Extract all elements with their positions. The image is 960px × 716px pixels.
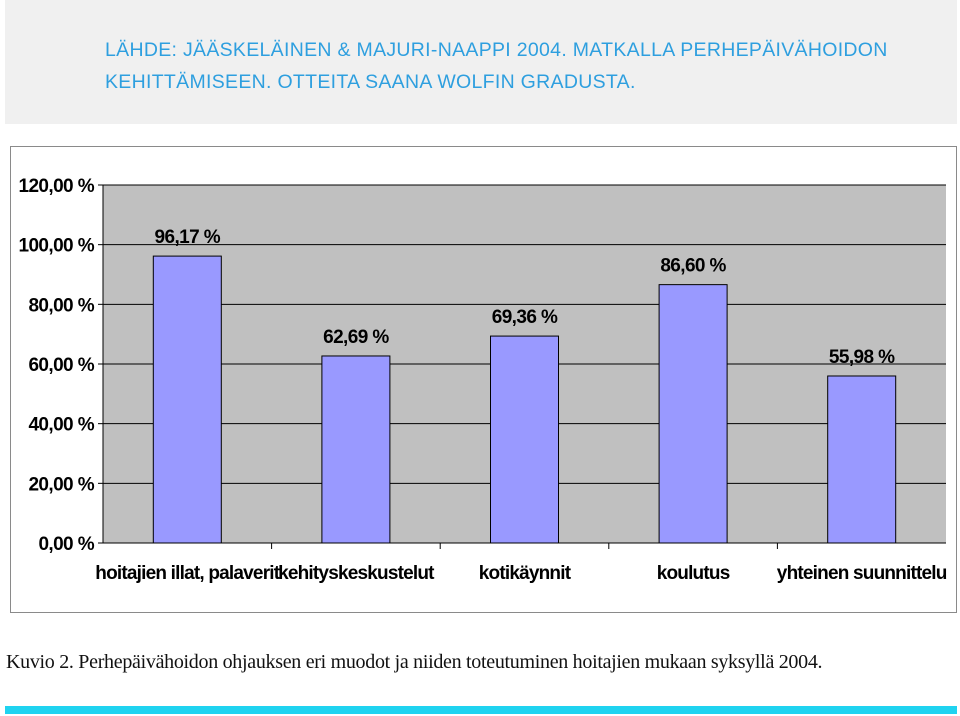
bar-value-label: 86,60 %	[660, 256, 726, 277]
bar	[152, 255, 222, 544]
y-tick-label: 60,00 %	[28, 355, 94, 376]
y-tick-label: 20,00 %	[28, 474, 94, 495]
chart-frame: 0,00 % 20,00 % 40,00 % 60,00 % 80,00 % 100,00…	[10, 146, 957, 613]
y-tick-label: 0,00 %	[38, 534, 94, 555]
source-title: LÄHDE: JÄÄSKELÄINEN & MAJURI-NAAPPI 2004…	[105, 39, 888, 93]
x-category-label: yhteinen suunnittelu	[777, 563, 947, 584]
bottom-accent-bar	[5, 706, 957, 714]
bar	[490, 335, 559, 544]
bar-chart: 0,00 % 20,00 % 40,00 % 60,00 % 80,00 % 100,00…	[19, 176, 948, 584]
x-category-label: koulutus	[657, 563, 730, 584]
bar-value-label: 96,17 %	[155, 227, 221, 248]
bar	[827, 375, 897, 544]
figure-caption: Kuvio 2. Perhepäivähoidon ohjauksen eri …	[6, 651, 823, 673]
bar-value-label: 69,36 %	[492, 307, 558, 328]
bar	[321, 355, 391, 544]
bar-value-label: 55,98 %	[829, 347, 895, 368]
bar	[658, 284, 728, 544]
title-banner: LÄHDE: JÄÄSKELÄINEN & MAJURI-NAAPPI 2004…	[5, 0, 957, 124]
y-tick-label: 80,00 %	[28, 295, 94, 316]
bar-value-label: 62,69 %	[323, 327, 389, 348]
x-category-label: kehityskeskustelut	[278, 563, 435, 584]
y-tick-label: 40,00 %	[28, 415, 94, 436]
y-tick-label: 120,00 %	[19, 176, 95, 197]
y-tick-label: 100,00 %	[19, 236, 95, 257]
x-category-label: kotikäynnit	[479, 563, 572, 584]
x-category-label: hoitajien illat, palaverit	[95, 563, 281, 584]
